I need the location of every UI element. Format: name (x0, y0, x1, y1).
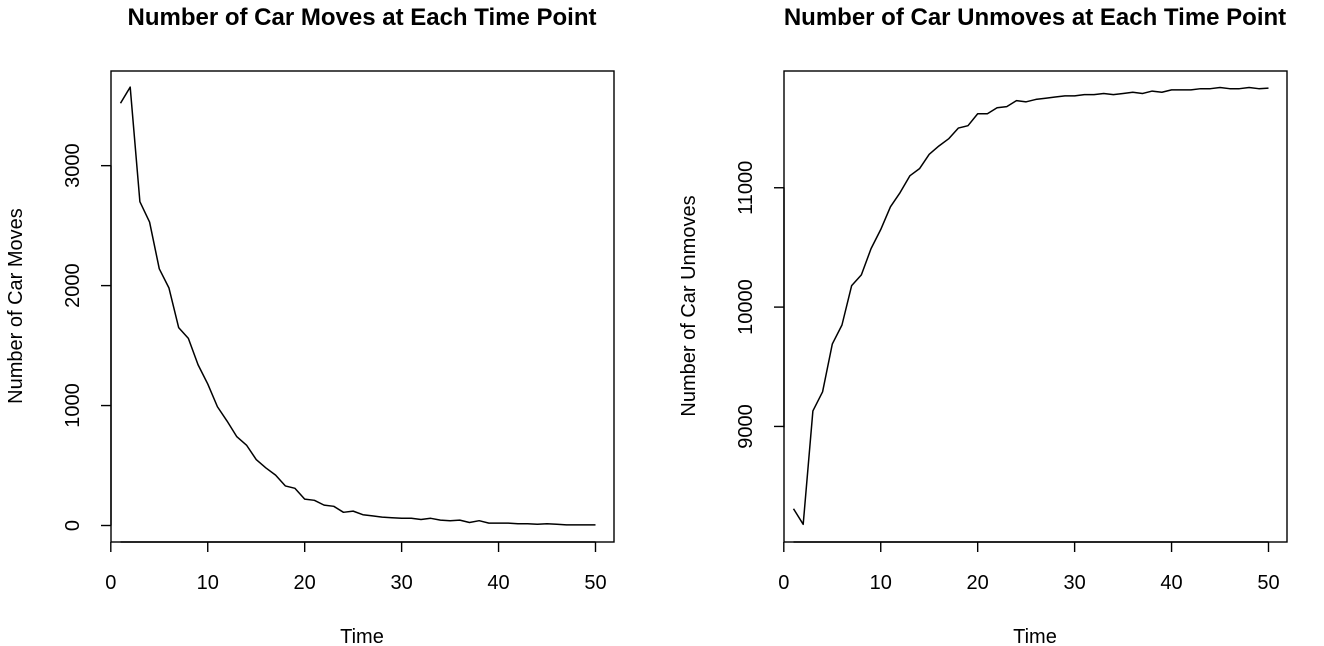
y-tick-label: 0 (62, 520, 84, 531)
x-tick-label: 30 (390, 572, 412, 594)
y-ticks: 9000 10000 11000 (735, 161, 784, 449)
chart-title: Number of Car Unmoves at Each Time Point (784, 4, 1286, 31)
x-tick-label: 20 (967, 572, 989, 594)
plot-frame (110, 70, 615, 543)
series-line-car-unmoves (792, 86, 1269, 526)
x-tick-label: 30 (1063, 572, 1085, 594)
y-axis-label: Number of Car Unmoves (678, 195, 700, 416)
chart-panel-car-moves: Number of Car Moves at Each Time Point T… (5, 4, 615, 646)
x-tick-label: 20 (294, 572, 316, 594)
x-axis-label: Time (340, 626, 384, 646)
x-ticks: 0 10 20 30 40 50 (778, 542, 1280, 594)
y-axis-label: Number of Car Moves (5, 208, 27, 404)
y-tick-label: 1000 (62, 383, 84, 428)
plot-frame (783, 70, 1288, 543)
y-ticks: 0 1000 2000 3000 (62, 143, 111, 531)
x-ticks: 0 10 20 30 40 50 (105, 542, 607, 594)
y-tick-label: 9000 (735, 404, 757, 449)
series-line-car-moves (119, 86, 596, 526)
x-tick-label: 0 (105, 572, 116, 594)
x-tick-label: 40 (1160, 572, 1182, 594)
x-tick-label: 10 (197, 572, 219, 594)
y-tick-label: 11000 (735, 161, 757, 215)
chart-panel-car-unmoves: Number of Car Unmoves at Each Time Point… (678, 4, 1288, 646)
x-tick-label: 0 (778, 572, 789, 594)
x-axis-label: Time (1013, 626, 1057, 646)
x-tick-label: 40 (487, 572, 509, 594)
x-tick-label: 10 (870, 572, 892, 594)
x-tick-label: 50 (1257, 572, 1279, 594)
chart-title: Number of Car Moves at Each Time Point (128, 4, 597, 31)
y-tick-label: 3000 (62, 143, 84, 188)
x-tick-label: 50 (584, 572, 606, 594)
y-tick-label: 10000 (735, 279, 757, 335)
y-tick-label: 2000 (62, 263, 84, 308)
